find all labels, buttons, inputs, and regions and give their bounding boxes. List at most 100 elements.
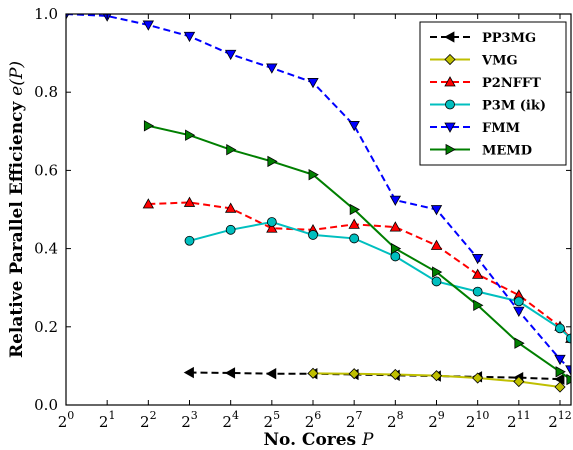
point-triangle-right <box>514 337 525 349</box>
x-tick-label: 28 <box>387 409 404 431</box>
y-tick-label: 0.8 <box>34 83 58 101</box>
point-triangle-down <box>266 63 278 74</box>
point-triangle-up <box>430 239 443 250</box>
plot-frame <box>65 13 572 406</box>
point-triangle-down <box>348 121 360 132</box>
point-triangle-right <box>143 120 155 132</box>
point-triangle-down <box>183 31 196 43</box>
x-tick-label: 20 <box>58 409 75 431</box>
point-triangle-down <box>389 195 402 206</box>
point-triangle-down <box>430 205 443 216</box>
point-circle <box>184 235 195 246</box>
ticks-layer <box>65 13 571 406</box>
point-triangle-up <box>224 202 237 213</box>
series-line <box>148 124 571 381</box>
legend-item: P2NFFT <box>430 76 541 91</box>
point-triangle-right <box>445 143 456 156</box>
point-diamond <box>348 368 360 380</box>
x-tick-label: 27 <box>346 409 363 431</box>
point-triangle-right <box>226 143 237 156</box>
point-triangle-right <box>566 373 571 386</box>
legend-label: MEMD <box>482 144 532 159</box>
point-triangle-right <box>432 266 443 278</box>
y-tick-label: 0.0 <box>34 396 58 414</box>
point-circle <box>565 333 571 344</box>
point-triangle-up <box>348 218 360 229</box>
point-diamond <box>307 367 319 379</box>
point-triangle-down <box>554 354 566 366</box>
point-triangle-up <box>142 198 155 209</box>
point-diamond <box>430 370 443 382</box>
series-line <box>189 220 571 340</box>
x-tick-label: 21 <box>99 409 116 431</box>
point-triangle-up <box>444 76 456 87</box>
series-fmm <box>66 14 571 376</box>
point-diamond <box>513 375 525 388</box>
legend-label: FMM <box>482 121 520 136</box>
point-circle <box>308 230 318 240</box>
point-triangle-down <box>224 49 237 61</box>
legend-label: PP3MG <box>482 31 536 46</box>
x-tick-label: 211 <box>507 409 531 431</box>
legend-box <box>419 21 567 166</box>
series-line <box>189 371 561 381</box>
x-tick-label: 24 <box>222 409 239 431</box>
series-line <box>66 14 571 371</box>
legend-label: VMG <box>481 54 518 69</box>
point-diamond <box>444 53 456 66</box>
point-triangle-up <box>183 196 196 207</box>
series-line <box>148 201 571 340</box>
legend: PP3MG VMG P2NFFT P3M (ik) FMM MEMD <box>419 21 567 166</box>
point-circle <box>472 286 483 297</box>
point-diamond <box>554 381 566 393</box>
point-circle <box>555 323 565 334</box>
point-triangle-left <box>224 367 236 379</box>
y-tick-label: 0.4 <box>34 240 58 258</box>
legend-label: P3M (ik) <box>482 99 546 114</box>
point-circle <box>431 276 442 287</box>
point-circle <box>445 99 455 110</box>
y-tick-label: 0.6 <box>34 161 58 179</box>
x-tick-label: 22 <box>140 409 157 431</box>
point-triangle-down <box>444 122 456 133</box>
point-triangle-right <box>308 169 319 181</box>
point-triangle-up <box>471 268 484 279</box>
point-circle <box>225 224 236 235</box>
point-triangle-up <box>266 222 278 233</box>
x-tick-label: 210 <box>466 409 490 431</box>
tick-labels-layer: 20 21 22 23 24 25 26 27 28 29 210 211 212 0.0 0.2 0.4 0.… <box>34 5 572 431</box>
x-tick-label: 25 <box>264 409 281 431</box>
x-axis-label: No. Cores P <box>264 430 375 450</box>
point-triangle-left <box>183 366 194 379</box>
point-diamond <box>389 368 401 381</box>
point-triangle-right <box>185 129 196 141</box>
y-axis-label: Relative Parallel Efficiency e(P) <box>7 61 27 358</box>
series-p2nfft <box>142 196 571 343</box>
point-circle <box>349 233 360 244</box>
point-circle <box>513 296 524 307</box>
series-layer <box>66 14 571 393</box>
series-memd <box>143 120 571 386</box>
y-tick-label: 1.0 <box>34 5 58 23</box>
point-triangle-right <box>390 242 402 255</box>
y-tick-label: 0.2 <box>34 318 58 336</box>
series-vmg <box>307 367 566 393</box>
series-pp3mg <box>183 366 565 385</box>
x-tick-label: 29 <box>428 409 445 431</box>
legend-item: FMM <box>430 121 520 136</box>
point-triangle-right <box>555 366 566 378</box>
point-triangle-down <box>565 365 571 376</box>
point-triangle-down <box>471 253 484 265</box>
point-diamond <box>472 372 484 384</box>
point-triangle-left <box>266 368 277 380</box>
point-triangle-left <box>444 31 455 43</box>
point-circle <box>266 217 277 227</box>
point-circle <box>390 251 401 262</box>
point-triangle-down <box>307 78 319 89</box>
point-triangle-left <box>554 373 565 385</box>
x-tick-label: 26 <box>305 409 322 431</box>
x-tick-label: 212 <box>548 409 572 431</box>
legend-label: P2NFFT <box>482 76 541 91</box>
point-triangle-down <box>142 20 155 31</box>
